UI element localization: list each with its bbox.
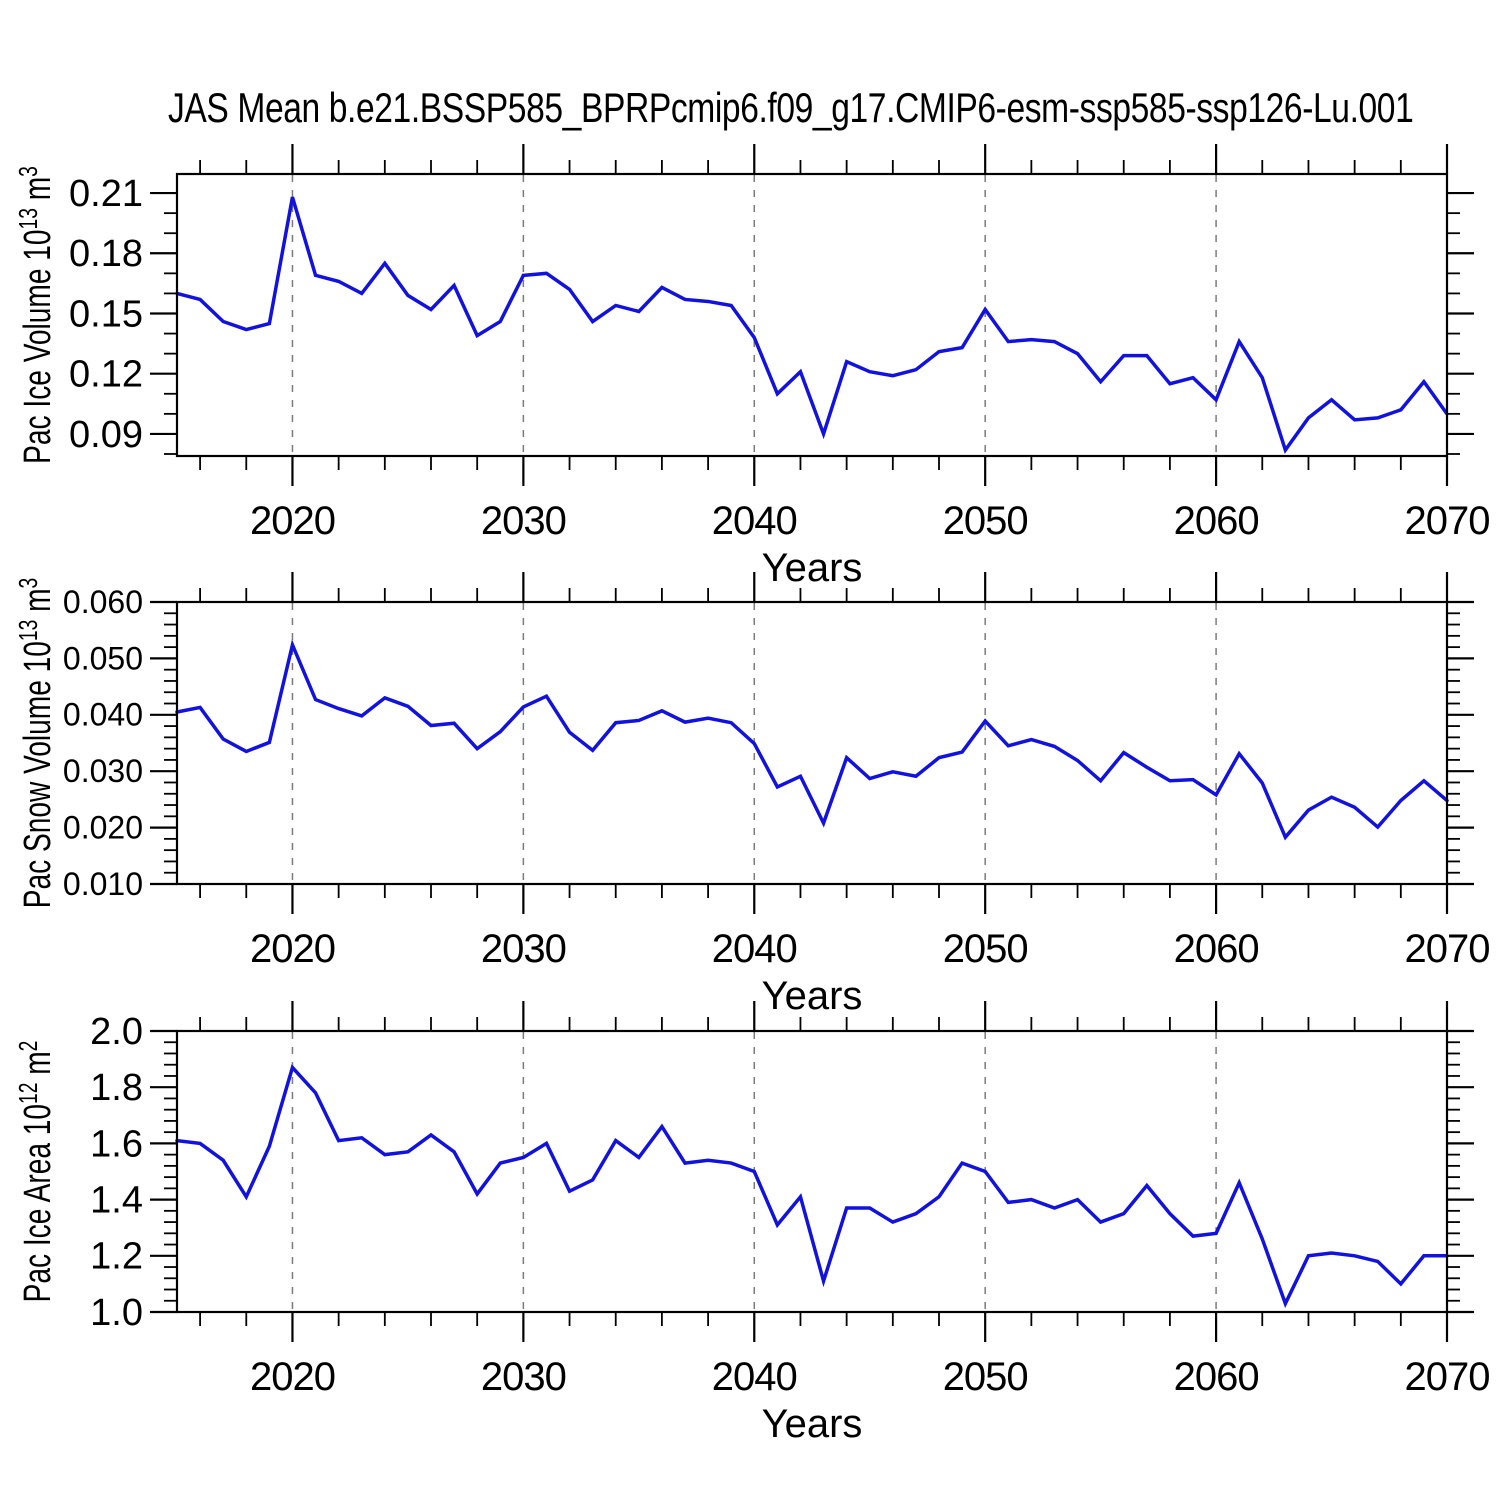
y-tick-label: 0.010 (63, 866, 143, 902)
x-tick-label: 2050 (943, 927, 1028, 971)
x-tick-label: 2050 (943, 1355, 1028, 1399)
x-tick-label: 2040 (712, 1355, 797, 1399)
x-tick-label: 2020 (250, 927, 335, 971)
pac-ice-volume-line (175, 196, 1449, 454)
y-tick-label: 0.030 (63, 753, 143, 789)
x-tick-label: 2070 (1405, 1355, 1490, 1399)
y-tick-label: 0.020 (63, 809, 143, 845)
y-axis-title: Pac Snow Volume 1013 m3 (13, 578, 59, 908)
chart-title: JAS Mean b.e21.BSSP585_BPRPcmip6.f09_g17… (168, 84, 1414, 131)
plot-frame (175, 172, 1449, 458)
y-tick-label: 1.6 (90, 1123, 143, 1165)
x-tick-label: 2030 (481, 1355, 566, 1399)
pac-snow-volume-line (175, 639, 1449, 841)
x-tick-label: 2020 (250, 499, 335, 543)
plot-frame (175, 600, 1449, 886)
x-axis-title: Years (762, 974, 863, 1018)
x-tick-label: 2030 (481, 927, 566, 971)
y-tick-label: 0.050 (63, 640, 143, 676)
x-tick-label: 2020 (250, 1355, 335, 1399)
y-tick-label: 0.18 (69, 233, 143, 275)
x-tick-label: 2040 (712, 927, 797, 971)
x-tick-label: 2060 (1174, 1355, 1259, 1399)
x-tick-label: 2070 (1405, 927, 1490, 971)
x-tick-label: 2030 (481, 499, 566, 543)
x-axis-title: Years (762, 546, 863, 590)
plot-pac-ice-volume: 2020 2030 2040 2050 2060 2070 0.09 0.12 0.15 0.18… (13, 144, 1490, 590)
x-axis-title: Years (762, 1402, 863, 1446)
y-tick-label: 1.4 (90, 1180, 143, 1222)
plot-frame (175, 1029, 1449, 1314)
y-tick-label: 0.060 (63, 584, 143, 620)
x-tick-label: 2060 (1174, 927, 1259, 971)
pac-ice-area-line (175, 1064, 1449, 1309)
x-tick-label: 2060 (1174, 499, 1259, 543)
x-tick-label: 2040 (712, 499, 797, 543)
plot-pac-ice-area: 2020 2030 2040 2050 2060 2070 1.0 1.2 1.4 1.6 1.8 2… (13, 1001, 1490, 1446)
y-tick-label: 0.040 (63, 697, 143, 733)
x-tick-label: 2050 (943, 499, 1028, 543)
x-tick-label: 2070 (1405, 499, 1490, 543)
y-axis-title: Pac Ice Area 1012 m2 (13, 1041, 59, 1303)
y-tick-label: 0.21 (69, 173, 143, 215)
y-tick-label: 0.09 (69, 414, 143, 456)
y-axis-title: Pac Ice Volume 1013 m3 (13, 166, 59, 464)
plot-pac-snow-volume: 2020 2030 2040 2050 2060 2070 0.010 0.020 0.030 0… (13, 572, 1490, 1018)
y-tick-label: 2.0 (90, 1011, 143, 1053)
y-tick-label: 1.8 (90, 1067, 143, 1109)
y-tick-label: 0.15 (69, 293, 143, 335)
y-tick-label: 0.12 (69, 354, 143, 396)
y-tick-label: 1.2 (90, 1236, 143, 1278)
y-tick-label: 1.0 (90, 1292, 143, 1334)
